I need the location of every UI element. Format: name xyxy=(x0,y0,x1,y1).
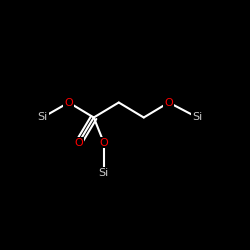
Text: O: O xyxy=(74,138,83,147)
Text: Si: Si xyxy=(192,112,202,122)
Text: O: O xyxy=(64,98,73,108)
Text: O: O xyxy=(100,138,108,147)
Text: Si: Si xyxy=(38,112,48,122)
Text: Si: Si xyxy=(98,168,109,177)
Text: O: O xyxy=(164,98,173,108)
